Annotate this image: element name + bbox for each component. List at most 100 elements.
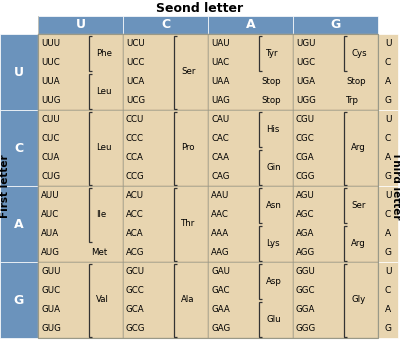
Text: C: C: [385, 134, 391, 143]
Text: Ser: Ser: [351, 201, 366, 210]
Text: C: C: [385, 58, 391, 67]
Text: UGC: UGC: [296, 58, 315, 67]
Bar: [123, 262, 208, 338]
Bar: [293, 16, 378, 34]
Bar: [38, 262, 123, 338]
Text: G: G: [384, 96, 392, 105]
Text: Val: Val: [96, 295, 109, 304]
Text: Arg: Arg: [351, 144, 366, 153]
Bar: [378, 34, 398, 110]
Text: GGA: GGA: [296, 305, 315, 314]
Text: Tyr: Tyr: [266, 49, 279, 57]
Text: CGU: CGU: [296, 115, 315, 124]
Bar: [293, 186, 378, 262]
Text: CCG: CCG: [126, 172, 145, 181]
Bar: [293, 34, 378, 110]
Text: C: C: [14, 141, 24, 154]
Text: UCA: UCA: [126, 77, 144, 86]
Text: A: A: [385, 229, 391, 238]
Text: C: C: [385, 286, 391, 295]
Text: CUU: CUU: [41, 115, 60, 124]
Text: Seond letter: Seond letter: [156, 1, 244, 14]
Bar: [0, 262, 38, 338]
Text: Arg: Arg: [351, 238, 366, 247]
Text: U: U: [385, 39, 391, 48]
Bar: [208, 110, 293, 186]
Text: Gly: Gly: [351, 295, 366, 304]
Text: UGU: UGU: [296, 39, 316, 48]
Text: UAC: UAC: [211, 58, 229, 67]
Text: AUU: AUU: [41, 191, 60, 200]
Text: AAC: AAC: [211, 210, 229, 219]
Text: Gin: Gin: [266, 162, 281, 172]
Bar: [38, 34, 378, 338]
Text: Stop: Stop: [261, 77, 281, 86]
Text: A: A: [385, 153, 391, 162]
Text: GAU: GAU: [211, 267, 230, 276]
Text: Stop: Stop: [346, 77, 366, 86]
Text: CAU: CAU: [211, 115, 229, 124]
Bar: [293, 110, 378, 186]
Text: Ser: Ser: [182, 68, 196, 77]
Text: Asn: Asn: [266, 201, 282, 210]
Text: GCU: GCU: [126, 267, 145, 276]
Text: Cys: Cys: [351, 49, 367, 57]
Text: UCG: UCG: [126, 96, 145, 105]
Text: Ile: Ile: [96, 210, 107, 219]
Bar: [123, 186, 208, 262]
Text: First letter: First letter: [0, 154, 10, 218]
Text: AGA: AGA: [296, 229, 314, 238]
Text: GUG: GUG: [41, 324, 61, 333]
Text: CAG: CAG: [211, 172, 230, 181]
Bar: [0, 186, 38, 262]
Text: UUU: UUU: [41, 39, 60, 48]
Text: GGG: GGG: [296, 324, 316, 333]
Text: Ala: Ala: [182, 295, 195, 304]
Bar: [38, 16, 123, 34]
Text: UUA: UUA: [41, 77, 60, 86]
Text: ACC: ACC: [126, 210, 144, 219]
Text: UAA: UAA: [211, 77, 229, 86]
Text: UUG: UUG: [41, 96, 60, 105]
Text: AAA: AAA: [211, 229, 229, 238]
Text: G: G: [384, 248, 392, 257]
Bar: [0, 110, 38, 186]
Text: C: C: [161, 19, 170, 32]
Text: U: U: [385, 115, 391, 124]
Text: GCA: GCA: [126, 305, 145, 314]
Text: UAG: UAG: [211, 96, 230, 105]
Text: A: A: [385, 305, 391, 314]
Text: U: U: [385, 267, 391, 276]
Text: UGA: UGA: [296, 77, 315, 86]
Text: AAU: AAU: [211, 191, 229, 200]
Bar: [38, 110, 123, 186]
Text: CUA: CUA: [41, 153, 59, 162]
Text: Phe: Phe: [96, 49, 112, 57]
Bar: [208, 186, 293, 262]
Text: AGU: AGU: [296, 191, 315, 200]
Text: CUG: CUG: [41, 172, 60, 181]
Bar: [123, 16, 208, 34]
Text: CCU: CCU: [126, 115, 144, 124]
Text: G: G: [330, 19, 341, 32]
Text: G: G: [384, 324, 392, 333]
Text: C: C: [385, 210, 391, 219]
Text: GAA: GAA: [211, 305, 230, 314]
Text: A: A: [14, 217, 24, 231]
Text: CAA: CAA: [211, 153, 229, 162]
Bar: [208, 16, 293, 34]
Text: Thr: Thr: [182, 219, 196, 229]
Text: GGU: GGU: [296, 267, 316, 276]
Text: His: His: [266, 125, 280, 133]
Text: GUU: GUU: [41, 267, 60, 276]
Text: U: U: [385, 191, 391, 200]
Text: AGG: AGG: [296, 248, 315, 257]
Bar: [293, 262, 378, 338]
Text: A: A: [246, 19, 255, 32]
Text: CCC: CCC: [126, 134, 144, 143]
Text: Leu: Leu: [96, 86, 112, 96]
Bar: [378, 186, 398, 262]
Text: CCA: CCA: [126, 153, 144, 162]
Text: GCG: GCG: [126, 324, 146, 333]
Bar: [38, 186, 123, 262]
